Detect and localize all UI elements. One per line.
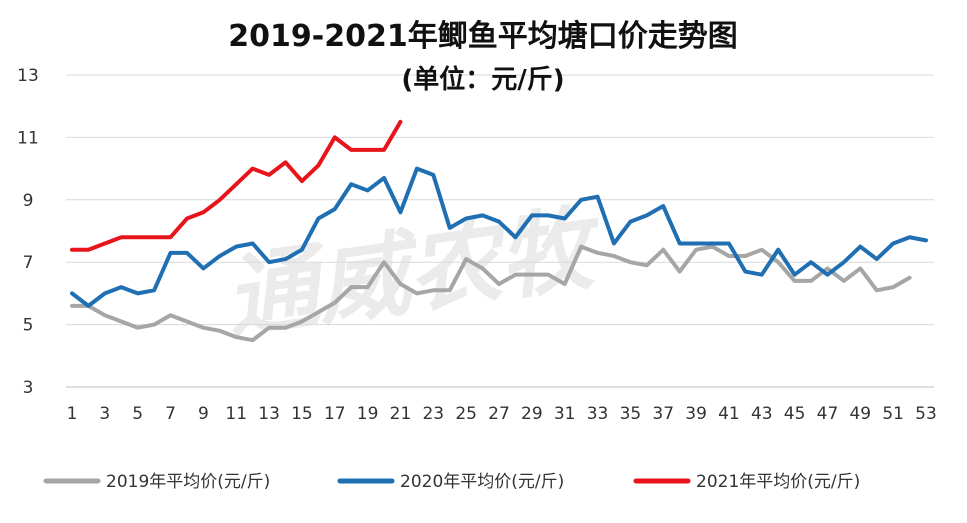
legend: 2019年平均价(元/斤) 2020年平均价(元/斤) 2021年平均价(元/斤) bbox=[43, 472, 860, 492]
x-tick-label: 17 bbox=[324, 404, 346, 424]
x-tick-label: 51 bbox=[882, 404, 904, 424]
x-tick-label: 35 bbox=[620, 404, 642, 424]
x-tick-label: 43 bbox=[751, 404, 773, 424]
y-tick-label: 9 bbox=[23, 191, 34, 211]
x-tick-label: 9 bbox=[198, 404, 209, 424]
x-tick-label: 21 bbox=[390, 404, 412, 424]
x-tick-label: 45 bbox=[784, 404, 806, 424]
x-tick-label: 3 bbox=[99, 404, 110, 424]
y-tick-label: 5 bbox=[23, 316, 34, 336]
x-tick-label: 13 bbox=[258, 404, 280, 424]
x-tick-label: 37 bbox=[652, 404, 674, 424]
x-tick-label: 15 bbox=[291, 404, 313, 424]
x-tick-label: 27 bbox=[488, 404, 510, 424]
series-line-1 bbox=[70, 244, 912, 343]
chart-subtitle: (单位：元/斤) bbox=[401, 64, 564, 95]
x-tick-label: 39 bbox=[685, 404, 707, 424]
chart-title: 2019-2021年鲫鱼平均塘口价走势图 bbox=[228, 19, 737, 54]
series-layer bbox=[70, 119, 928, 343]
series-line-3 bbox=[70, 119, 403, 252]
x-tick-label: 7 bbox=[165, 404, 176, 424]
legend-label: 2019年平均价(元/斤) bbox=[106, 472, 270, 492]
x-tick-label: 19 bbox=[357, 404, 379, 424]
y-tick-label: 11 bbox=[17, 128, 39, 148]
x-tick-label: 47 bbox=[817, 404, 839, 424]
x-tick-label: 53 bbox=[915, 404, 937, 424]
x-tick-label: 1 bbox=[67, 404, 78, 424]
x-tick-label: 41 bbox=[718, 404, 740, 424]
y-tick-label: 13 bbox=[17, 66, 39, 86]
y-tick-label: 3 bbox=[23, 378, 34, 398]
x-tick-label: 5 bbox=[132, 404, 143, 424]
series-line-2 bbox=[70, 166, 928, 308]
x-tick-label: 49 bbox=[849, 404, 871, 424]
legend-label: 2021年平均价(元/斤) bbox=[696, 472, 860, 492]
x-tick-label: 33 bbox=[587, 404, 609, 424]
x-tick-label: 11 bbox=[225, 404, 247, 424]
legend-label: 2020年平均价(元/斤) bbox=[400, 472, 564, 492]
y-tick-label: 7 bbox=[23, 253, 34, 273]
x-tick-label: 23 bbox=[422, 404, 444, 424]
x-tick-label: 25 bbox=[455, 404, 477, 424]
x-tick-label: 31 bbox=[554, 404, 576, 424]
x-tick-label: 29 bbox=[521, 404, 543, 424]
